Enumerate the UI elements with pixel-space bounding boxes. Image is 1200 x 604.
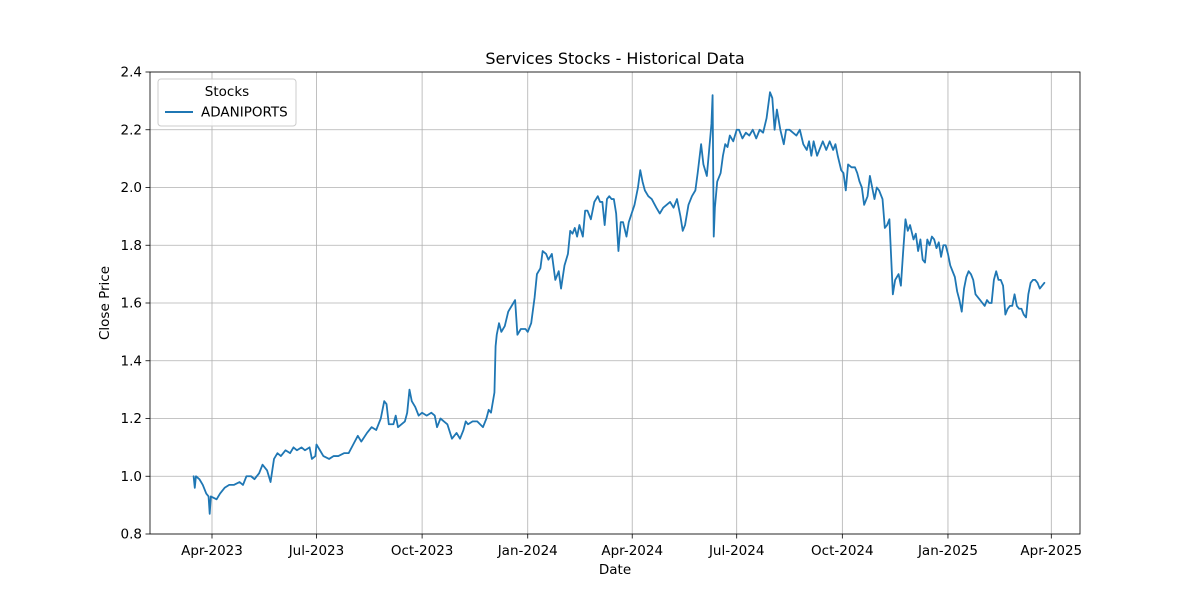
- y-tick-label: 1.2: [121, 411, 142, 427]
- y-tick-label: 1.6: [121, 296, 142, 312]
- x-tick-label: Jan-2024: [497, 543, 558, 559]
- x-tick-label: Apr-2023: [181, 543, 243, 559]
- y-tick-label: 0.8: [121, 527, 142, 543]
- x-tick-label: Oct-2024: [811, 543, 874, 559]
- x-tick-label: Oct-2023: [391, 543, 454, 559]
- x-tick-label: Jul-2024: [708, 543, 765, 559]
- chart-title: Services Stocks - Historical Data: [485, 49, 744, 68]
- y-tick-label: 1.4: [121, 353, 142, 369]
- y-tick-label: 2.2: [121, 122, 142, 138]
- x-tick-label: Apr-2024: [601, 543, 663, 559]
- y-tick-label: 2.4: [121, 65, 142, 81]
- y-axis-label: Close Price: [97, 266, 113, 340]
- y-tick-label: 2.0: [121, 180, 142, 196]
- legend: Stocks ADANIPORTS: [158, 79, 296, 126]
- x-axis-label: Date: [599, 562, 631, 578]
- y-tick-label: 1.8: [121, 238, 142, 254]
- x-tick-label: Jul-2023: [288, 543, 345, 559]
- x-tick-label: Jan-2025: [917, 543, 978, 559]
- legend-label-adaniports: ADANIPORTS: [201, 105, 288, 121]
- legend-title: Stocks: [205, 84, 249, 100]
- y-tick-label: 1.0: [121, 469, 142, 485]
- x-tick-label: Apr-2025: [1020, 543, 1082, 559]
